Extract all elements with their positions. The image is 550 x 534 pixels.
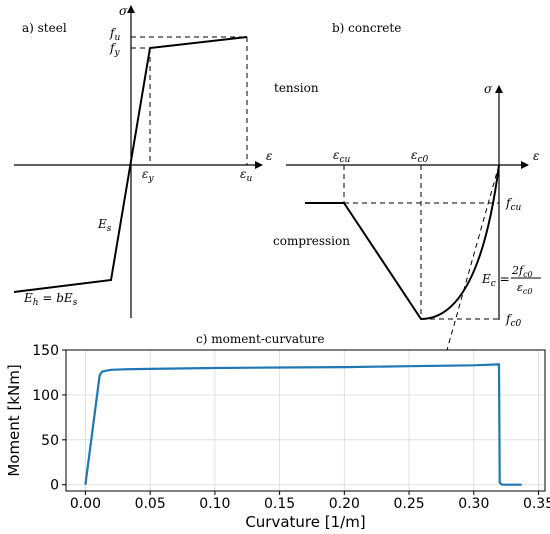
steel-Eh-label: Eh = bEs	[23, 291, 78, 308]
y-tick-label: 100	[32, 388, 59, 404]
x-tick-label: 0.10	[199, 496, 230, 512]
x-axis-label: Curvature [1/m]	[245, 513, 365, 531]
compression-label: compression	[273, 234, 350, 248]
Ec-denominator: εc0	[517, 281, 532, 296]
x-tick-label: 0.05	[135, 496, 166, 512]
Ec-lhs: Ec =	[481, 272, 510, 289]
concrete-fcu-label: fcu	[505, 196, 521, 213]
y-tick-label: 0	[50, 478, 59, 494]
moment-curvature-line	[84, 363, 522, 486]
y-tick-label: 150	[32, 343, 59, 359]
y-tick-label: 50	[41, 433, 59, 449]
x-tick-label: 0.30	[458, 496, 489, 512]
steel-fy-label: fy	[109, 41, 120, 58]
concrete-Ec-formula: Ec = 2fc0 εc0	[481, 264, 541, 296]
concrete-epscu-label: εcu	[333, 148, 350, 165]
concrete-panel: b) concrete tension compression σ ε εcu …	[273, 21, 541, 351]
steel-panel: a) steel σ ε fu fy εy εu Es Eh = bEs	[13, 4, 272, 318]
concrete-epsc0-label: εc0	[411, 148, 428, 165]
steel-epsy-label: εy	[142, 167, 154, 184]
tension-label: tension	[274, 81, 319, 95]
x-tick-label: 0.35	[523, 496, 550, 512]
x-tick-label: 0.20	[329, 496, 360, 512]
moment-curvature-title: c) moment-curvature	[196, 332, 324, 346]
steel-Es-label: Es	[97, 217, 112, 234]
steel-epsu-label: εu	[240, 167, 252, 184]
steel-sigma-label: σ	[119, 4, 128, 18]
x-tick-label: 0.15	[264, 496, 295, 512]
concrete-eps-label: ε	[533, 149, 539, 163]
concrete-sigma-label: σ	[484, 82, 493, 96]
moment-curvature-panel: c) moment-curvature 0.00 0.05 0.10 0.15 0.20…	[5, 332, 550, 531]
concrete-fc0-label: fc0	[505, 312, 521, 329]
concrete-Ec-tangent	[446, 164, 500, 351]
concrete-stress-strain-curve	[305, 164, 500, 321]
y-axis-label: Moment [kNm]	[5, 364, 23, 476]
x-tick-label: 0.25	[393, 496, 424, 512]
moment-curvature-chart: 0.00 0.05 0.10 0.15 0.20 0.25 0.30 0.35 0 50 100 15…	[5, 343, 550, 531]
steel-title: a) steel	[22, 21, 67, 35]
plot-frame	[65, 349, 546, 492]
steel-eps-label: ε	[266, 149, 272, 163]
x-tick-label: 0.00	[70, 496, 101, 512]
steel-fu-label: fu	[109, 26, 120, 43]
Ec-numerator: 2fc0	[511, 264, 533, 279]
steel-stress-strain-curve	[13, 36, 248, 293]
concrete-title: b) concrete	[332, 21, 401, 35]
